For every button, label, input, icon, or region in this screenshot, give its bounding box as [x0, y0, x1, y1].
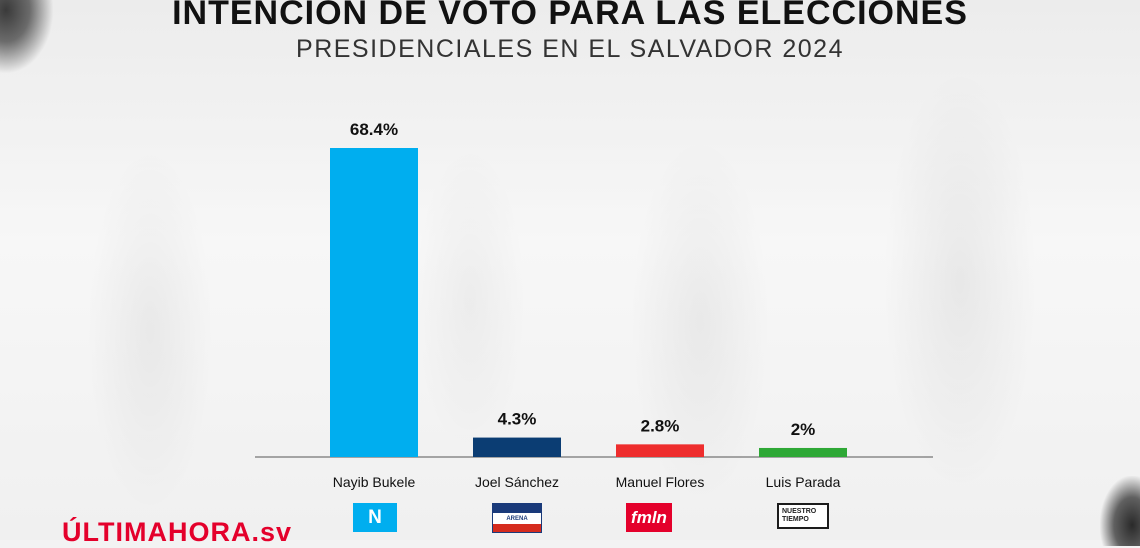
fmln-logo-text: fmln [631, 507, 667, 527]
data-label-1: 4.3% [498, 410, 537, 429]
category-label-2: Manuel Flores [616, 474, 705, 490]
nuestro-tiempo-logo: NUESTRO TIEMPO [777, 503, 829, 529]
bar-1 [473, 437, 561, 457]
data-label-3: 2% [791, 420, 816, 439]
category-label-0: Nayib Bukele [333, 474, 416, 490]
brand-logo: ÚLTIMAHORA.sv [62, 517, 292, 548]
arena-logo-text: ARENA [506, 515, 528, 522]
nuestro-tiempo-logo-line-1: NUESTRO [782, 508, 817, 515]
nuevas-ideas-logo: N [353, 503, 397, 532]
chart-title: INTENCIÓN DE VOTO PARA LAS ELECCIONES [172, 0, 968, 32]
brand-name: ÚLTIMAHORA [62, 517, 252, 547]
category-label-1: Joel Sánchez [475, 474, 559, 490]
bar-2 [616, 444, 704, 457]
bar-0 [330, 148, 418, 457]
nuevas-ideas-logo-letter: N [368, 506, 382, 528]
arena-logo: ARENA [492, 503, 542, 533]
background-figure-bottom-right [1100, 476, 1140, 546]
fmln-logo: fmln [626, 503, 672, 532]
category-label-3: Luis Parada [766, 474, 841, 490]
brand-suffix: .sv [251, 517, 293, 547]
data-label-0: 68.4% [350, 120, 398, 139]
nuestro-tiempo-logo-line-2: TIEMPO [782, 516, 809, 523]
background-figure-top-left [0, 0, 54, 74]
bar-3 [759, 447, 847, 457]
chart-subtitle: PRESIDENCIALES EN EL SALVADOR 2024 [296, 35, 844, 63]
data-label-2: 2.8% [641, 416, 680, 435]
